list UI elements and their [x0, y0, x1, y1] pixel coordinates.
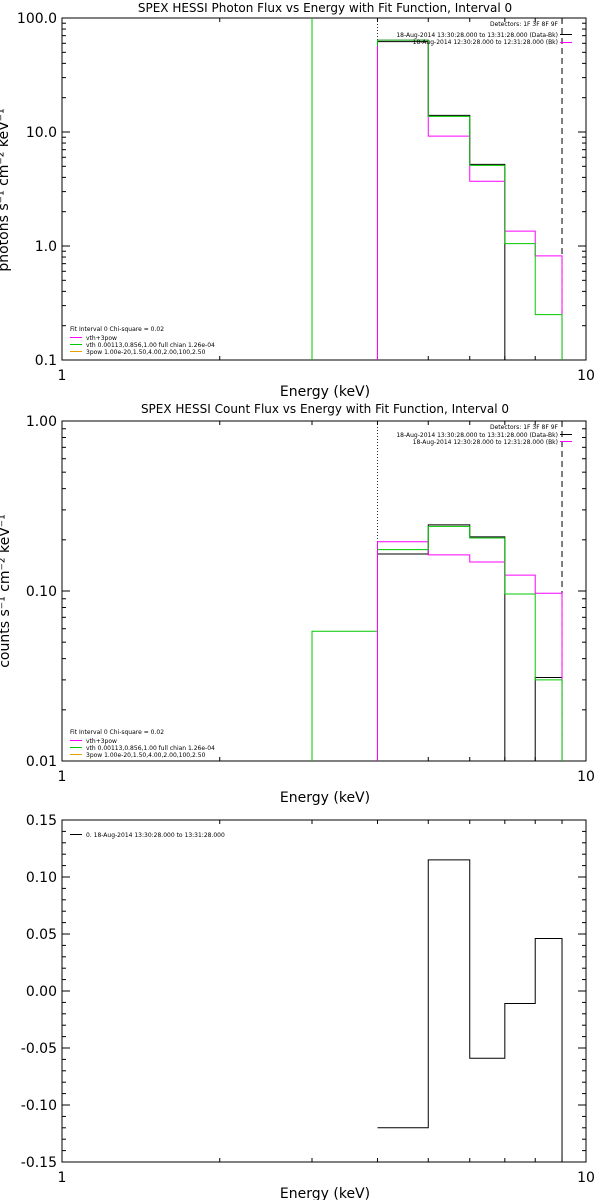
detectors-label: Detectors: 1F 3F 8F 9F: [490, 21, 559, 28]
data-interval-label: 18-Aug-2014 13:30:28.000 to 13:31:28.000…: [396, 32, 558, 39]
legend-label: vth+3pow: [86, 738, 117, 745]
series-line-3: [311, 525, 563, 761]
y-tick-label: 0.01: [26, 754, 57, 770]
background-interval-label: 18-Aug-2014 12:30:28.000 to 12:31:28.000…: [413, 439, 558, 446]
legend-label: vth 0.00113,0.856,1.00 full chian 1.26e-…: [86, 342, 215, 349]
y-tick-label: -0.10: [21, 1098, 57, 1114]
y-tick-label: 0.10: [26, 584, 57, 600]
legend-label: 3pow 1.00e-20,1.50,4.00,2.00,100,2.50: [86, 349, 206, 356]
panel-title: SPEX HESSI Photon Flux vs Energy with Fi…: [138, 1, 512, 15]
y-axis-label: photons s⁻¹ cm⁻² keV⁻¹: [0, 108, 12, 271]
photon-flux-panel: SPEX HESSI Photon Flux vs Energy with Fi…: [0, 1, 595, 400]
y-tick-label: 1.0: [35, 239, 57, 255]
x-tick-label: 1: [58, 769, 67, 785]
y-tick-label: -0.05: [21, 1041, 57, 1057]
series-line-2: [376, 39, 563, 360]
y-axis-label: counts s⁻¹ cm⁻² keV⁻¹: [0, 514, 13, 668]
x-tick-label: 1: [58, 368, 67, 384]
fit-legend-header: Fit Interval 0 Chi-square = 0.02: [70, 326, 164, 333]
detectors-label: Detectors: 1F 3F 8F 9F: [490, 424, 559, 431]
x-tick-label: 10: [577, 769, 595, 785]
legend-label: 0. 18-Aug-2014 13:30:28.000 to 13:31:28.…: [86, 832, 225, 839]
x-tick-label: 1: [58, 1170, 67, 1186]
x-axis-label: Energy (keV): [280, 790, 370, 806]
y-tick-label: 1.00: [26, 414, 57, 430]
plot-frame: [61, 420, 587, 762]
x-tick-label: 10: [577, 368, 595, 384]
y-tick-label: -0.15: [21, 1155, 57, 1171]
x-axis-label: Energy (keV): [280, 384, 370, 400]
series-line-3: [376, 39, 563, 360]
x-axis-label: Energy (keV): [280, 1186, 370, 1200]
y-tick-label: 0.15: [26, 813, 57, 829]
plot-frame: [61, 819, 587, 1163]
fit-legend-header: Fit Interval 0 Chi-square = 0.02: [70, 729, 164, 736]
series-line-2: [376, 541, 563, 761]
x-tick-label: 10: [577, 1170, 595, 1186]
legend-label: vth 0.00113,0.856,1.00 full chian 1.26e-…: [86, 745, 215, 752]
data-interval-label: 18-Aug-2014 13:30:28.000 to 13:31:28.000…: [396, 432, 558, 439]
y-tick-label: 10.0: [26, 125, 57, 141]
series-line-1: [376, 41, 506, 360]
y-tick-label: 100.0: [17, 11, 57, 27]
residuals-panel: 1 10 -0.15 -0.10 -0.05 0.00 0.05 0.10 0.15 Energ…: [21, 813, 595, 1200]
panel-title: SPEX HESSI Count Flux vs Energy with Fit…: [141, 402, 509, 416]
count-flux-panel: SPEX HESSI Count Flux vs Energy with Fit…: [0, 402, 595, 806]
y-tick-label: 0.05: [26, 927, 57, 943]
background-interval-label: 18-Aug-2014 12:30:28.000 to 12:31:28.000…: [413, 39, 558, 46]
series-line-1: [377, 859, 563, 1162]
plot-frame: [61, 17, 587, 361]
y-tick-label: 0.00: [26, 984, 57, 1000]
legend-label: vth+3pow: [86, 335, 117, 342]
y-tick-label: 0.1: [35, 353, 57, 369]
y-tick-label: 0.10: [26, 870, 57, 886]
legend-label: 3pow 1.00e-20,1.50,4.00,2.00,100,2.50: [86, 752, 206, 759]
